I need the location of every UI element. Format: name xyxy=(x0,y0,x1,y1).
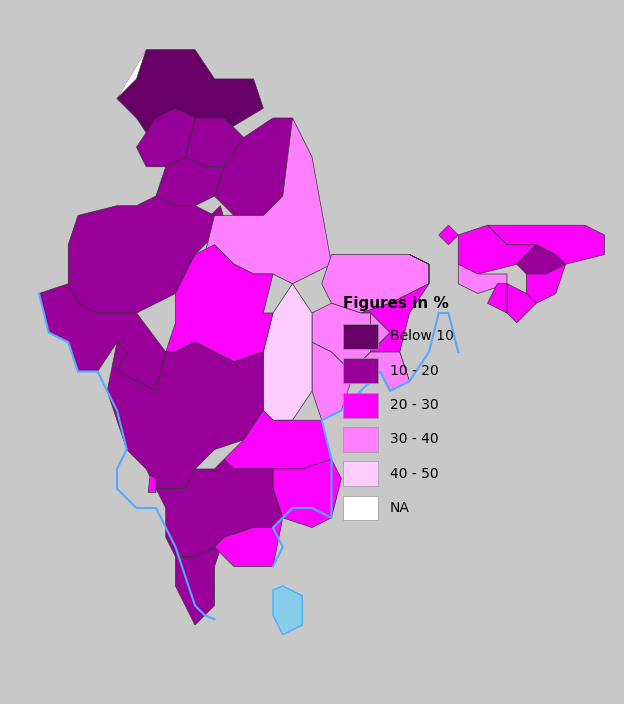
Bar xyxy=(343,358,378,383)
Polygon shape xyxy=(224,410,331,469)
Polygon shape xyxy=(487,225,605,264)
Polygon shape xyxy=(507,284,536,322)
Polygon shape xyxy=(361,255,429,391)
Polygon shape xyxy=(205,118,331,284)
Polygon shape xyxy=(156,157,224,206)
Polygon shape xyxy=(263,284,312,420)
Text: Figures in %: Figures in % xyxy=(343,296,449,311)
Polygon shape xyxy=(185,118,244,167)
Text: NA: NA xyxy=(390,501,410,515)
Text: 10 - 20: 10 - 20 xyxy=(390,364,439,378)
Polygon shape xyxy=(312,303,371,372)
Polygon shape xyxy=(175,537,224,625)
Polygon shape xyxy=(117,50,263,137)
Polygon shape xyxy=(322,255,429,313)
Polygon shape xyxy=(166,245,273,362)
Text: 20 - 30: 20 - 30 xyxy=(390,398,439,412)
Bar xyxy=(343,393,378,417)
Polygon shape xyxy=(215,517,283,567)
Polygon shape xyxy=(156,459,283,557)
Polygon shape xyxy=(215,118,293,215)
Polygon shape xyxy=(148,475,156,492)
Polygon shape xyxy=(273,459,341,527)
Polygon shape xyxy=(210,206,224,229)
Polygon shape xyxy=(312,313,409,420)
Polygon shape xyxy=(439,225,458,245)
Text: 30 - 40: 30 - 40 xyxy=(390,432,439,446)
Polygon shape xyxy=(458,225,536,274)
Polygon shape xyxy=(68,196,215,313)
Text: 40 - 50: 40 - 50 xyxy=(390,467,439,481)
Polygon shape xyxy=(527,264,565,303)
Polygon shape xyxy=(487,284,507,313)
Bar xyxy=(343,324,378,349)
Bar xyxy=(343,461,378,486)
Polygon shape xyxy=(458,264,507,294)
Polygon shape xyxy=(117,50,263,157)
Polygon shape xyxy=(273,586,302,635)
Polygon shape xyxy=(39,284,195,391)
Text: Below 10: Below 10 xyxy=(390,329,454,344)
Polygon shape xyxy=(107,342,263,489)
Polygon shape xyxy=(137,108,195,167)
Bar xyxy=(343,496,378,520)
Bar xyxy=(343,427,378,452)
Polygon shape xyxy=(517,245,565,274)
